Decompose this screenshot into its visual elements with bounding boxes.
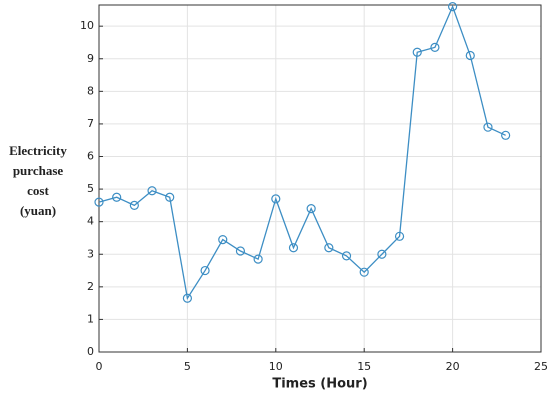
data-point [394,231,405,241]
x-tick-label: 0 [96,360,103,373]
y-tick-label: 5 [87,182,94,195]
x-tick-label: 5 [184,360,191,373]
y-tick-label: 1 [87,312,94,325]
data-point [94,197,104,207]
y-tick-label: 6 [87,150,94,163]
plot-area [99,5,541,352]
data-point [448,2,458,12]
data-point [288,243,299,253]
x-axis-label: Times (Hour) [272,377,367,392]
y-axis-label: cost [27,183,49,198]
x-tick-label: 10 [269,360,283,373]
data-point [165,192,175,202]
y-tick-label: 7 [87,117,94,130]
data-point [430,42,440,52]
y-tick-label: 8 [87,84,94,97]
data-point [218,234,228,245]
data-point [324,243,334,253]
data-point [147,186,157,196]
data-point [501,130,511,140]
y-tick-label: 3 [87,247,94,260]
data-point [182,293,192,303]
data-point [377,249,387,259]
data-point [271,194,281,204]
y-tick-label: 2 [87,280,94,293]
data-point [341,251,352,261]
y-tick-label: 10 [80,19,94,32]
y-axis-label: purchase [13,163,64,178]
data-point [129,200,139,210]
data-point [200,265,210,276]
data-point [412,47,422,57]
y-tick-label: 0 [87,345,94,358]
y-axis-label: (yuan) [20,203,56,218]
series-line [98,4,506,300]
plot-frame [98,4,542,353]
data-point [465,50,475,61]
data-point [306,204,316,214]
x-tick-label: 25 [534,360,548,373]
data-point [235,246,246,256]
data-point [253,254,263,264]
y-tick-label: 9 [87,52,94,65]
data-point [483,122,493,132]
x-tick-label: 20 [446,360,460,373]
x-tick-label: 15 [357,360,371,373]
y-axis-label: Electricity [9,143,67,158]
y-tick-label: 4 [87,215,94,228]
data-point [112,192,122,202]
data-point [359,267,369,277]
